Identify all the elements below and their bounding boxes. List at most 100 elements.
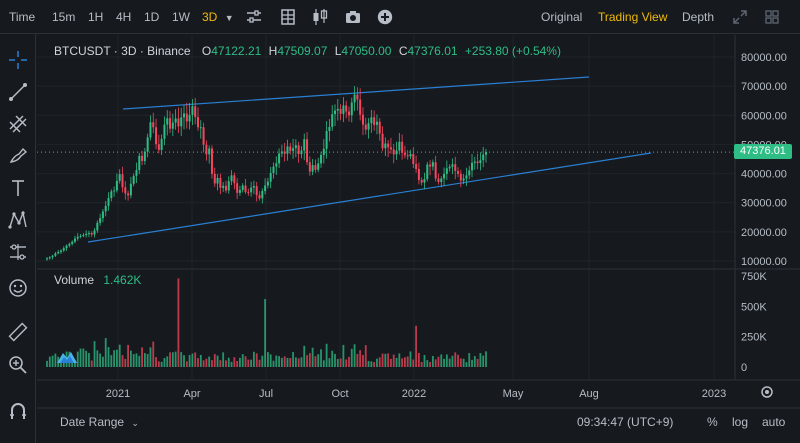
candle-body <box>303 139 306 151</box>
interval-15m[interactable]: 15m <box>52 10 76 24</box>
volume-bar <box>90 360 93 367</box>
candle-style-icon[interactable] <box>312 8 328 26</box>
candle-body <box>420 179 423 183</box>
volume-bar <box>118 344 121 367</box>
interval-1w[interactable]: 1W <box>172 10 190 24</box>
candle-body <box>426 164 429 180</box>
volume-tick-label: 0 <box>741 362 747 374</box>
zoom-in-icon[interactable] <box>5 352 31 378</box>
volume-bar <box>378 357 381 367</box>
volume-bar <box>250 359 253 367</box>
price-tick-label: 10000.00 <box>741 256 787 268</box>
candle-body <box>222 185 225 188</box>
interval-1d[interactable]: 1D <box>144 10 160 24</box>
volume-bar <box>85 350 88 367</box>
volume-bar <box>342 344 345 367</box>
volume-bar <box>471 359 473 367</box>
price-tick-label: 80000.00 <box>741 52 787 64</box>
volume-bar <box>350 348 353 367</box>
volume-bar <box>258 359 261 367</box>
candle-body <box>118 174 121 181</box>
text-tool-icon[interactable] <box>5 175 31 201</box>
price-chart[interactable]: 80000.0070000.0060000.0050000.0040000.00… <box>37 35 800 443</box>
volume-bar <box>451 355 454 367</box>
candle-body <box>146 137 149 152</box>
candle-body <box>244 185 247 192</box>
interval-3d-dropdown[interactable]: 3D ▼ <box>202 0 234 34</box>
volume-bar <box>79 348 82 367</box>
view-original[interactable]: Original <box>541 10 583 24</box>
auto-toggle[interactable]: auto <box>762 415 786 429</box>
candle-body <box>387 143 390 148</box>
add-icon[interactable] <box>377 9 393 25</box>
volume-bar <box>127 344 129 367</box>
volume-bar <box>423 355 426 367</box>
candle-body <box>191 106 194 115</box>
volume-bar <box>409 351 412 367</box>
volume-bar <box>107 347 110 367</box>
volume-bar <box>199 354 202 367</box>
volume-bar <box>320 349 322 367</box>
view-depth[interactable]: Depth <box>682 10 715 24</box>
layout-grid-icon[interactable] <box>281 9 295 25</box>
volume-bar <box>381 353 384 367</box>
volume-bar <box>225 360 227 367</box>
candle-body <box>264 185 267 192</box>
volume-bar <box>272 360 275 367</box>
candle-body <box>423 179 426 183</box>
expand-icon[interactable] <box>733 10 747 24</box>
volume-bar <box>244 356 247 367</box>
volume-bar <box>376 358 378 367</box>
brush-icon[interactable] <box>5 143 31 169</box>
indicator-settings-icon[interactable] <box>246 9 262 25</box>
interval-time[interactable]: Time <box>9 10 36 24</box>
view-trading-view[interactable]: Trading View <box>598 10 668 24</box>
candle-body <box>115 180 118 191</box>
current-price-tag: 47376.01 <box>734 144 792 159</box>
candle-body <box>406 155 409 157</box>
log-toggle[interactable]: log <box>732 415 749 429</box>
price-tick-label: 70000.00 <box>741 81 787 93</box>
candle-body <box>347 111 350 116</box>
ohlc-legend: BTCUSDT · 3D · Binance O47122.21 H47509.… <box>54 44 561 58</box>
measure-icon[interactable] <box>5 239 31 265</box>
candle-body <box>202 127 205 145</box>
interval-4h[interactable]: 4H <box>116 10 132 24</box>
volume-bar <box>236 361 239 367</box>
candle-body <box>73 238 76 242</box>
pattern-icon[interactable] <box>5 207 31 233</box>
interval-1h[interactable]: 1H <box>88 10 104 24</box>
chevron-down-icon: ▼ <box>224 13 234 23</box>
volume-bar <box>415 325 417 367</box>
volume-bar <box>392 354 395 367</box>
volume-bar <box>395 357 398 367</box>
emoji-icon[interactable] <box>5 275 31 301</box>
time-tick-label: Aug <box>579 388 599 400</box>
candle-body <box>381 133 384 149</box>
candle-body <box>227 181 230 191</box>
candle-body <box>384 143 387 149</box>
camera-icon[interactable] <box>345 10 361 25</box>
volume-bar <box>157 361 160 367</box>
volume-bar <box>373 362 376 367</box>
volume-bar <box>76 351 79 367</box>
crosshair-icon[interactable] <box>5 47 31 73</box>
volume-bar <box>431 355 434 367</box>
trend-line-icon[interactable] <box>5 79 31 105</box>
volume-tick-label: 500K <box>741 301 767 313</box>
price-tick-label: 30000.00 <box>741 198 787 210</box>
candle-body <box>364 124 367 130</box>
volume-bar <box>328 358 331 367</box>
candle-body <box>129 183 132 196</box>
percent-toggle[interactable]: % <box>707 415 718 429</box>
volume-bar <box>264 299 267 367</box>
volume-bar <box>233 357 236 367</box>
open-value: 47122.21 <box>211 44 262 58</box>
layout-icon[interactable] <box>765 10 779 24</box>
fib-tool-icon[interactable] <box>5 111 31 137</box>
date-range-dropdown[interactable]: Date Range ⌄ <box>60 415 139 429</box>
volume-bar <box>141 347 143 367</box>
magnet-icon[interactable] <box>5 398 31 424</box>
ruler-icon[interactable] <box>5 319 31 345</box>
binance-logo-icon <box>55 347 79 365</box>
